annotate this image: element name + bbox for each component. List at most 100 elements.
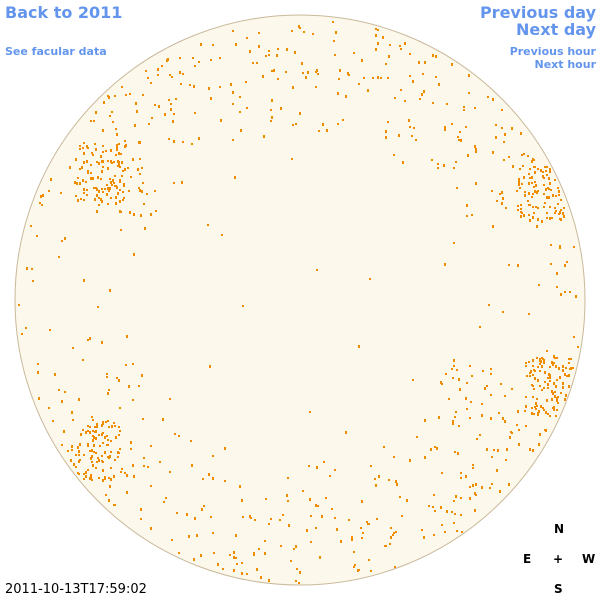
facular-point xyxy=(469,365,471,367)
facular-point xyxy=(83,152,85,155)
back-link[interactable]: Back to 2011 xyxy=(5,3,123,22)
facular-point xyxy=(89,431,91,434)
facular-point xyxy=(547,197,549,199)
facular-point xyxy=(402,161,404,164)
facular-point xyxy=(90,177,92,180)
facular-point xyxy=(466,215,468,217)
previous-day-link[interactable]: Previous day xyxy=(479,3,596,22)
facular-point xyxy=(532,158,534,160)
facular-point xyxy=(531,160,533,163)
facular-point xyxy=(67,450,69,452)
facular-point xyxy=(74,181,76,184)
next-hour-link[interactable]: Next hour xyxy=(534,58,597,71)
facular-point xyxy=(107,439,109,441)
facular-point xyxy=(556,399,558,402)
facular-point xyxy=(538,284,540,286)
facular-point xyxy=(533,212,535,214)
facular-point xyxy=(549,168,551,170)
facular-point xyxy=(143,457,145,459)
facular-point xyxy=(502,197,504,200)
facular-point xyxy=(107,420,109,422)
facular-point xyxy=(537,168,539,170)
facular-point xyxy=(258,45,260,48)
facular-point xyxy=(503,141,505,143)
facular-point xyxy=(564,291,566,293)
facular-point xyxy=(94,198,96,201)
facular-point xyxy=(528,313,530,315)
facular-point xyxy=(374,478,376,480)
facular-point xyxy=(556,286,558,288)
facular-point xyxy=(118,379,120,382)
facular-point xyxy=(378,475,380,478)
facular-point xyxy=(101,455,103,457)
facular-point xyxy=(505,207,507,209)
facular-point xyxy=(541,220,543,223)
facular-point xyxy=(544,166,546,168)
facular-point xyxy=(164,113,166,116)
facular-point xyxy=(96,426,98,428)
facular-point xyxy=(48,407,50,409)
facular-point xyxy=(394,97,396,99)
facular-point xyxy=(412,80,414,83)
facular-point xyxy=(543,409,545,411)
facular-point xyxy=(508,483,510,486)
facular-point xyxy=(98,459,100,462)
facular-point xyxy=(560,209,562,211)
facular-point xyxy=(345,95,347,98)
facular-point xyxy=(340,540,342,543)
facular-point xyxy=(97,176,99,179)
facular-point xyxy=(472,467,474,469)
facular-point xyxy=(370,570,372,572)
facular-point xyxy=(246,573,248,575)
facular-point xyxy=(533,413,535,415)
facular-point xyxy=(438,416,440,419)
facular-point xyxy=(236,563,238,565)
facular-point xyxy=(98,197,100,199)
facular-point xyxy=(500,383,502,385)
next-day-link[interactable]: Next day xyxy=(516,20,596,39)
facular-point xyxy=(475,182,477,185)
facular-point xyxy=(438,83,440,86)
facular-point xyxy=(157,74,159,76)
facular-point xyxy=(101,188,103,190)
facular-point xyxy=(86,194,88,196)
facular-point xyxy=(541,389,543,391)
facular-point xyxy=(122,199,124,201)
facular-point xyxy=(61,240,63,242)
facular-point xyxy=(78,398,80,401)
facular-point xyxy=(336,528,338,531)
facular-point xyxy=(107,167,109,170)
facular-point xyxy=(564,373,566,376)
facular-point xyxy=(547,377,549,379)
facular-point xyxy=(123,183,125,185)
facular-point xyxy=(502,311,504,313)
facular-point xyxy=(358,83,360,85)
facular-point xyxy=(52,420,54,422)
facular-point xyxy=(539,370,541,372)
facular-point xyxy=(465,475,467,478)
facular-point xyxy=(527,200,529,202)
facular-point xyxy=(319,556,321,559)
facular-point xyxy=(415,139,417,141)
facular-point xyxy=(129,211,131,214)
facular-point xyxy=(524,410,526,412)
facular-point xyxy=(235,43,237,46)
facular-point xyxy=(118,161,120,164)
facular-point xyxy=(277,78,279,80)
facular-point xyxy=(474,145,476,148)
facular-point xyxy=(37,371,39,374)
facular-point xyxy=(126,491,128,494)
facular-point xyxy=(531,407,533,409)
facular-link[interactable]: See facular data xyxy=(5,45,107,58)
facular-point xyxy=(139,189,141,192)
facular-point xyxy=(77,446,79,449)
facular-point xyxy=(280,107,282,110)
facular-point xyxy=(194,112,196,114)
facular-point xyxy=(534,406,536,408)
facular-point xyxy=(108,499,110,502)
facular-point xyxy=(219,86,221,88)
facular-point xyxy=(113,182,115,184)
previous-hour-link[interactable]: Previous hour xyxy=(509,45,596,58)
facular-point xyxy=(132,399,134,401)
facular-point xyxy=(444,129,446,131)
